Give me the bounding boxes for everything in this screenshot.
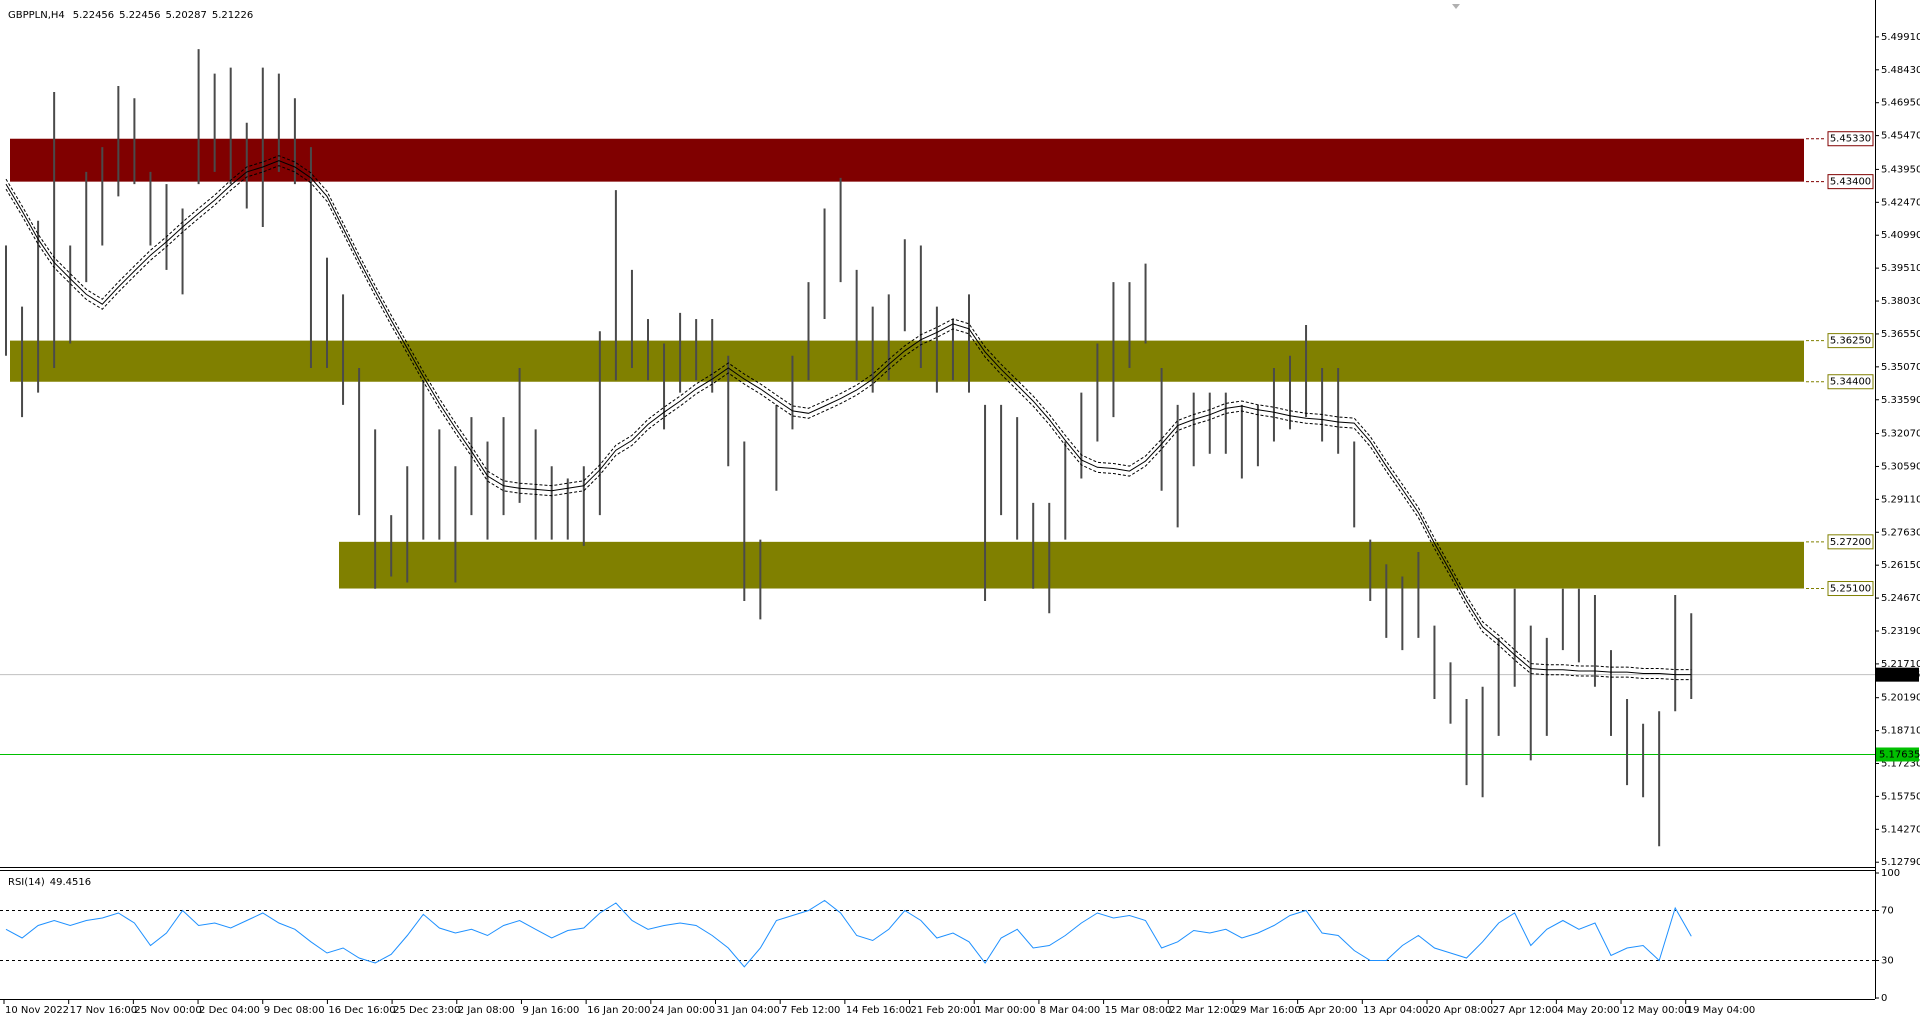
x-tick-label: 19 May 04:00	[1687, 1005, 1756, 1016]
y-tick-label: 5.32070	[1881, 429, 1920, 440]
x-tick-label: 4 May 20:00	[1557, 1005, 1619, 1016]
y-tick-label: 5.39510	[1881, 263, 1920, 274]
x-tick-label: 1 Mar 00:00	[975, 1005, 1035, 1016]
y-tick-label: 5.48430	[1881, 65, 1920, 76]
y-tick-label: 5.26150	[1881, 560, 1920, 571]
y-tick-label: 5.40990	[1881, 230, 1920, 241]
y-tick-label: 5.45470	[1881, 131, 1920, 142]
x-tick-label: 29 Mar 16:00	[1234, 1005, 1301, 1016]
rsi-y-tick-label: 70	[1881, 906, 1894, 917]
zone	[339, 541, 1804, 589]
x-tick-label: 16 Dec 16:00	[328, 1005, 395, 1016]
y-tick-label: 5.43950	[1881, 164, 1920, 175]
zone-label: 5.34400	[1830, 377, 1871, 388]
rsi-last-value: 49.4516	[50, 877, 91, 888]
rsi-y-tick-label: 30	[1881, 956, 1894, 967]
y-tick-label: 5.36550	[1881, 329, 1920, 340]
x-tick-label: 22 Mar 12:00	[1169, 1005, 1236, 1016]
y-tick-label: 5.33590	[1881, 395, 1920, 406]
x-tick-label: 9 Dec 08:00	[264, 1005, 325, 1016]
ma-envelope-upper	[5, 155, 1692, 671]
y-tick-label: 5.17230	[1881, 759, 1920, 770]
x-tick-label: 5 Apr 20:00	[1299, 1005, 1358, 1016]
zone-label-box	[1827, 534, 1874, 550]
zone-label: 5.25100	[1830, 584, 1871, 595]
y-tick-label: 5.30590	[1881, 461, 1920, 472]
price-level-label: 5.21226	[1879, 670, 1920, 681]
zone-label-box	[1827, 174, 1874, 190]
zone	[10, 138, 1804, 182]
x-tick-label: 14 Feb 16:00	[846, 1005, 912, 1016]
x-tick-label: 2 Jan 08:00	[458, 1005, 515, 1016]
y-tick-label: 5.20190	[1881, 693, 1920, 704]
zone-label-box	[1827, 333, 1874, 349]
y-tick-label: 5.38030	[1881, 296, 1920, 307]
x-tick-label: 15 Mar 08:00	[1105, 1005, 1172, 1016]
x-tick-label: 8 Mar 04:00	[1040, 1005, 1100, 1016]
x-tick-label: 24 Jan 00:00	[652, 1005, 715, 1016]
rsi-title: RSI(14)	[8, 877, 45, 888]
y-tick-label: 5.29110	[1881, 494, 1920, 505]
rsi-y-tick-label: 0	[1881, 993, 1887, 1004]
x-tick-label: 27 Apr 12:00	[1493, 1005, 1558, 1016]
x-tick-label: 12 May 00:00	[1622, 1005, 1691, 1016]
moving-average	[5, 160, 1692, 676]
zone-label: 5.36250	[1830, 336, 1871, 347]
y-tick-label: 5.46950	[1881, 98, 1920, 109]
header-value: 5.22456	[73, 10, 114, 21]
x-tick-label: 31 Jan 04:00	[716, 1005, 779, 1016]
x-tick-label: 20 Apr 08:00	[1428, 1005, 1493, 1016]
x-tick-label: 16 Jan 20:00	[587, 1005, 650, 1016]
y-tick-label: 5.18710	[1881, 726, 1920, 737]
x-tick-label: 25 Nov 00:00	[134, 1005, 201, 1016]
y-tick-label: 5.14270	[1881, 824, 1920, 835]
y-tick-label: 5.12790	[1881, 857, 1920, 868]
x-tick-label: 13 Apr 04:00	[1363, 1005, 1428, 1016]
x-tick-label: 21 Feb 20:00	[911, 1005, 977, 1016]
rsi-line	[5, 899, 1692, 968]
y-tick-label: 5.23190	[1881, 626, 1920, 637]
y-tick-label: 5.49910	[1881, 32, 1920, 43]
ma-envelope-lower	[5, 165, 1692, 681]
symbol: GBPPLN,H4	[8, 10, 65, 21]
header-value: 5.21226	[212, 10, 253, 21]
y-tick-label: 5.27630	[1881, 527, 1920, 538]
x-tick-label: 10 Nov 2022	[5, 1005, 69, 1016]
x-tick-label: 2 Dec 04:00	[199, 1005, 260, 1016]
header-value: 5.22456	[119, 10, 160, 21]
y-tick-label: 5.21710	[1881, 659, 1920, 670]
y-tick-label: 5.35070	[1881, 362, 1920, 373]
rsi-header: RSI(14) 49.4516	[8, 877, 91, 888]
price-level-label: 5.17635	[1879, 749, 1920, 760]
rsi-y-tick-label: 100	[1881, 868, 1900, 879]
x-tick-label: 25 Dec 23:00	[393, 1005, 460, 1016]
x-tick-label: 17 Nov 16:00	[70, 1005, 137, 1016]
chart-header: GBPPLN,H4 5.22456 5.22456 5.20287 5.21226	[8, 10, 253, 21]
header-value: 5.20287	[166, 10, 207, 21]
y-tick-label: 5.42470	[1881, 197, 1920, 208]
x-tick-label: 9 Jan 16:00	[522, 1005, 579, 1016]
zone-label: 5.27200	[1830, 537, 1871, 548]
price-level-label-box	[1876, 747, 1919, 762]
x-tick-label: 7 Feb 12:00	[781, 1005, 840, 1016]
y-tick-label: 5.15750	[1881, 791, 1920, 802]
zone-label-box	[1827, 581, 1874, 597]
price-level-label-box	[1876, 667, 1919, 682]
zone	[10, 340, 1804, 382]
zone-label-box	[1827, 131, 1874, 147]
zone-label-box	[1827, 374, 1874, 390]
scroll-marker[interactable]	[1452, 4, 1460, 9]
y-tick-label: 5.24670	[1881, 593, 1920, 604]
zone-label: 5.45330	[1830, 134, 1871, 145]
zone-label: 5.43400	[1830, 177, 1871, 188]
